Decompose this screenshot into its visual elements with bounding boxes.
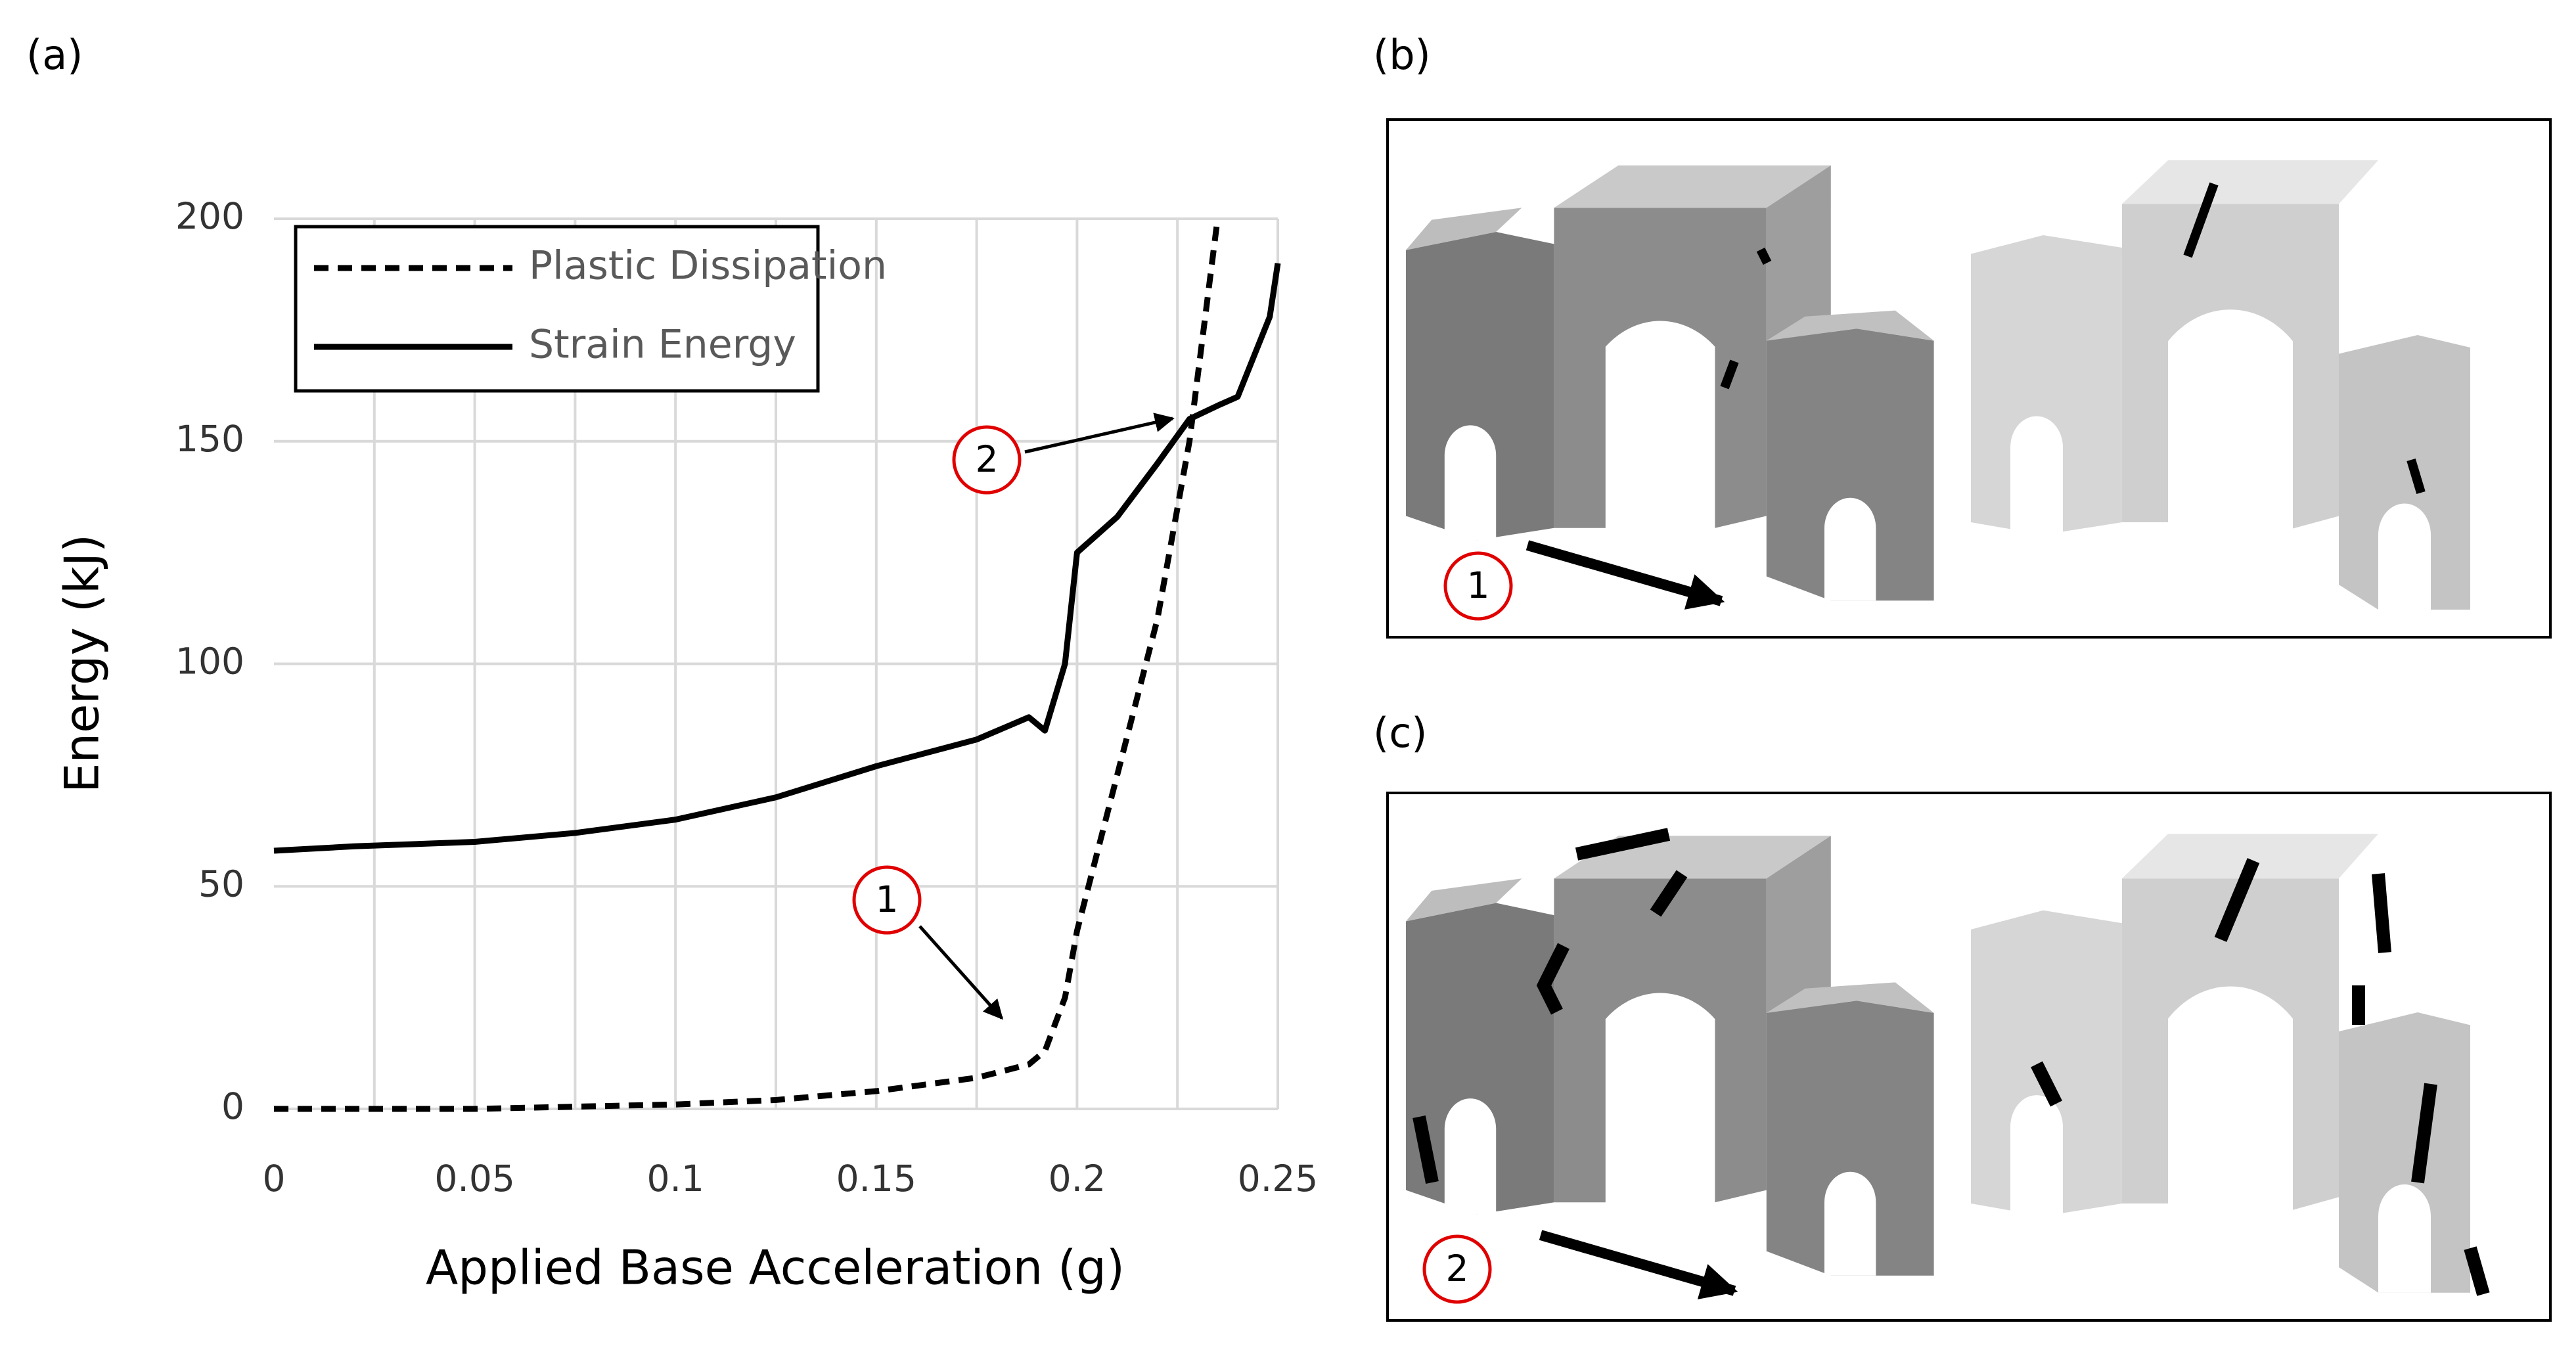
data-line <box>273 263 1281 854</box>
annotation-circle <box>952 425 1022 495</box>
arrow <box>1525 540 1725 610</box>
annotation-label: 1 <box>876 878 899 920</box>
y-tick-label: 150 <box>175 418 244 460</box>
x-tick-label: 0 <box>263 1158 286 1200</box>
y-tick-label: 0 <box>221 1085 244 1127</box>
data-line <box>274 218 1221 1112</box>
marker-label: 2 <box>1446 1248 1469 1290</box>
crack <box>1412 828 2490 1296</box>
marker-circle <box>1443 551 1513 621</box>
marker-circle <box>1422 1234 1492 1304</box>
annotation-label: 2 <box>976 438 999 480</box>
crack <box>1720 182 2426 495</box>
panel-label: (a) <box>26 31 83 79</box>
x-tick-label: 0.05 <box>434 1158 514 1200</box>
x-tick-label: 0.15 <box>836 1158 916 1200</box>
annotation-circle <box>852 865 922 935</box>
x-axis-title: Applied Base Acceleration (g) <box>426 1240 1125 1295</box>
panel-label: (b) <box>1373 31 1431 79</box>
annotation-arrow <box>918 925 1003 1020</box>
panel-label: (c) <box>1373 709 1427 757</box>
marker-label: 1 <box>1467 564 1490 606</box>
annotation-arrow <box>1024 413 1175 454</box>
x-tick-label: 0.1 <box>646 1158 704 1200</box>
legend-label: Strain Energy <box>529 322 796 368</box>
x-tick-label: 0.2 <box>1049 1158 1106 1200</box>
y-tick-label: 50 <box>198 863 244 905</box>
legend-box <box>294 225 820 393</box>
y-tick-label: 100 <box>175 641 244 683</box>
arrow <box>1539 1230 1738 1299</box>
x-tick-label: 0.25 <box>1238 1158 1318 1200</box>
y-tick-label: 200 <box>175 195 244 237</box>
y-axis-title: Energy (kJ) <box>55 534 110 793</box>
legend-label: Plastic Dissipation <box>529 243 887 289</box>
